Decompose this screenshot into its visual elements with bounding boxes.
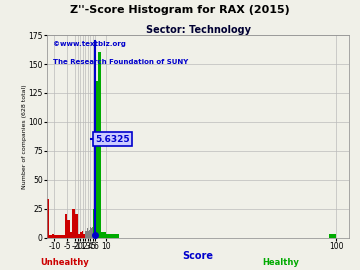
Bar xyxy=(52,234,54,238)
Bar xyxy=(82,231,83,238)
Bar xyxy=(83,234,84,238)
Bar xyxy=(86,228,87,238)
Bar xyxy=(85,231,86,238)
Bar xyxy=(57,235,60,238)
X-axis label: Score: Score xyxy=(183,251,213,261)
Bar xyxy=(100,232,106,238)
Bar xyxy=(89,230,90,238)
Text: The Research Foundation of SUNY: The Research Foundation of SUNY xyxy=(53,59,188,65)
Bar xyxy=(92,227,93,238)
Text: 5.6325: 5.6325 xyxy=(95,135,130,144)
Bar xyxy=(329,234,336,238)
Bar xyxy=(49,235,52,238)
Bar xyxy=(80,232,81,238)
Bar xyxy=(70,232,72,238)
Bar xyxy=(67,220,70,238)
Text: Z''-Score Histogram for RAX (2015): Z''-Score Histogram for RAX (2015) xyxy=(70,5,290,15)
Text: Healthy: Healthy xyxy=(262,258,299,267)
Y-axis label: Number of companies (628 total): Number of companies (628 total) xyxy=(22,84,27,189)
Bar xyxy=(78,234,79,238)
Bar xyxy=(95,81,98,238)
Bar xyxy=(93,209,94,238)
Bar xyxy=(62,235,65,238)
Bar xyxy=(87,228,88,238)
Bar xyxy=(72,209,75,238)
Bar xyxy=(84,234,85,238)
Bar xyxy=(81,232,82,238)
Bar xyxy=(76,224,77,238)
Bar xyxy=(60,235,62,238)
Bar xyxy=(91,228,92,238)
Bar xyxy=(65,214,67,238)
Bar xyxy=(47,200,49,238)
Bar xyxy=(79,233,80,238)
Bar xyxy=(88,228,89,238)
Bar xyxy=(94,232,95,238)
Text: Unhealthy: Unhealthy xyxy=(40,258,89,267)
Bar xyxy=(75,214,77,238)
Title: Sector: Technology: Sector: Technology xyxy=(145,25,251,35)
Text: ©www.textbiz.org: ©www.textbiz.org xyxy=(53,41,126,47)
Bar xyxy=(90,227,91,238)
Bar xyxy=(54,235,57,238)
Bar xyxy=(98,52,100,238)
Bar xyxy=(106,234,118,238)
Bar xyxy=(77,234,78,238)
